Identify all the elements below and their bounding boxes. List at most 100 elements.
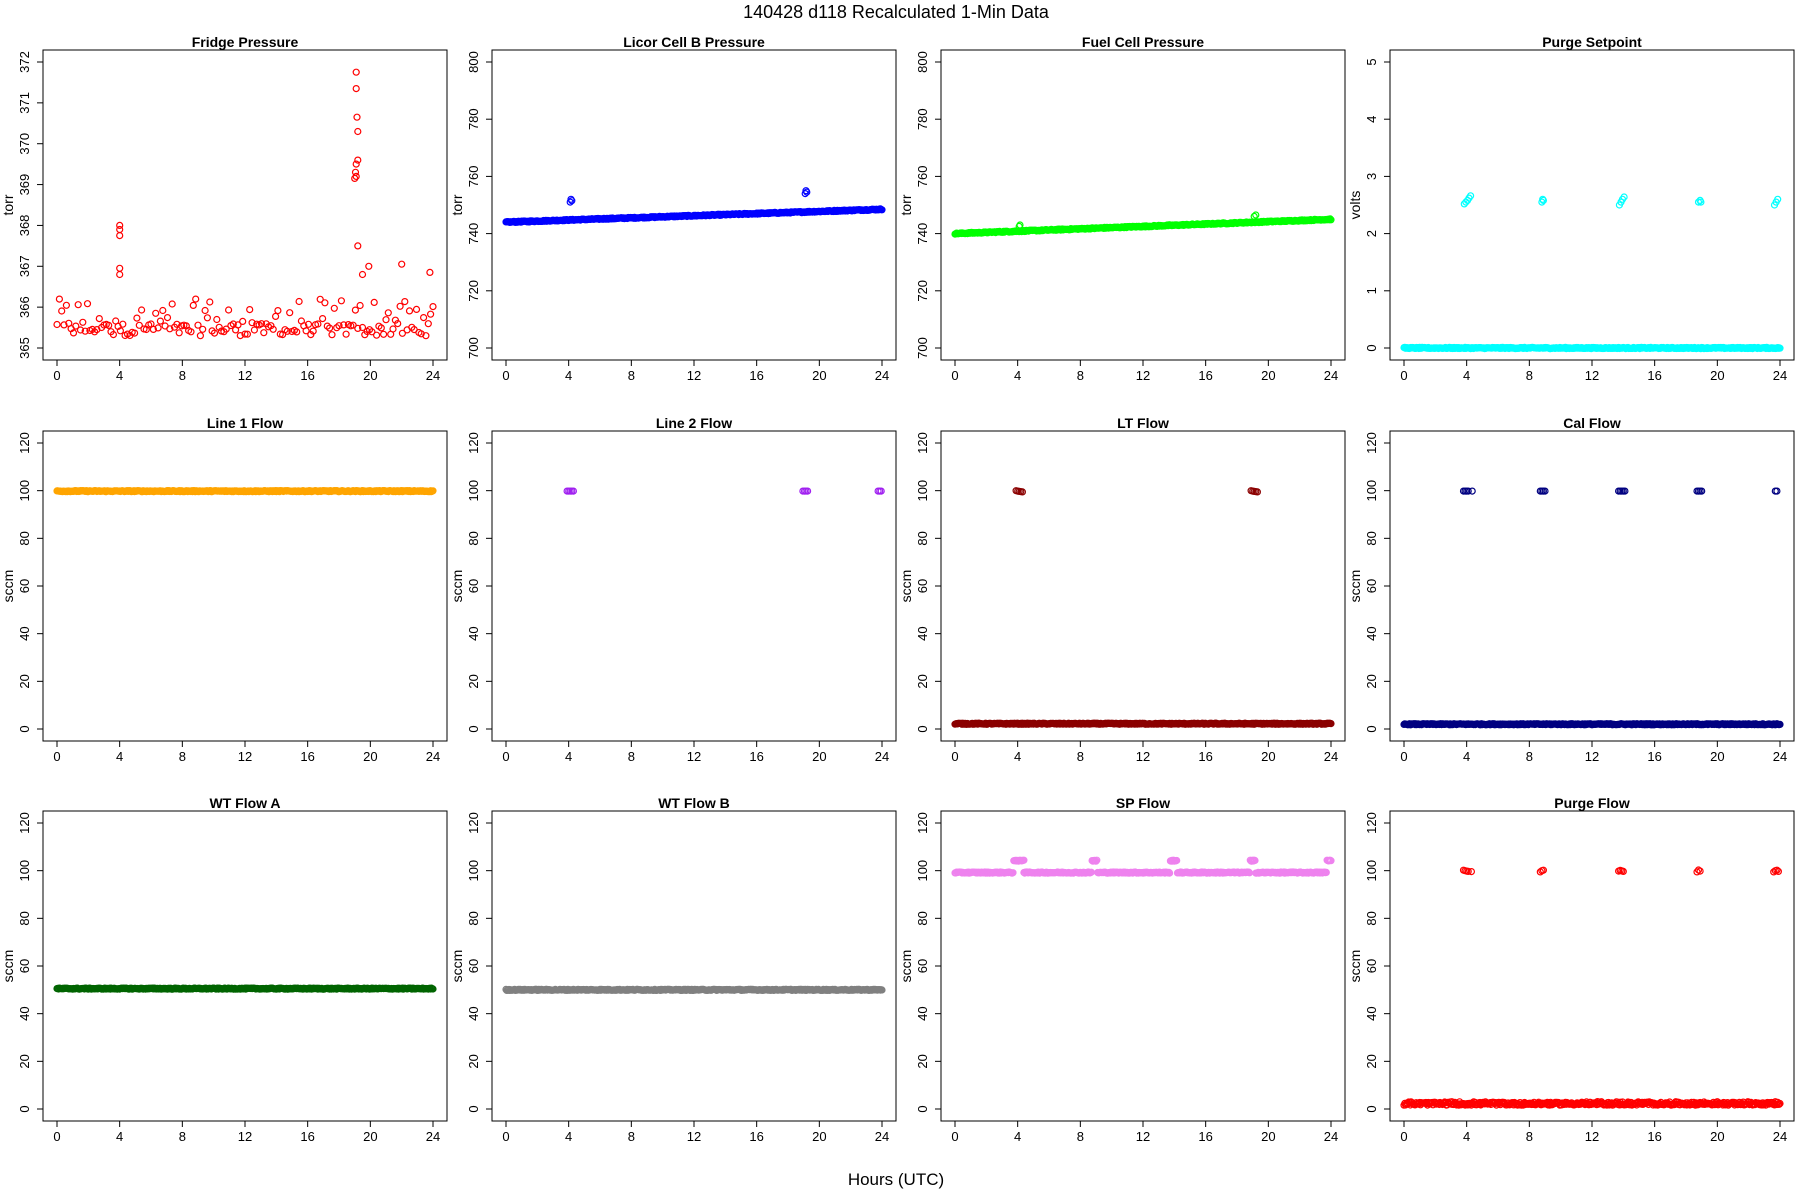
x-tick-label: 12 [1136, 749, 1150, 764]
data-point [352, 68, 360, 76]
data-point [1253, 488, 1262, 496]
data-point [206, 298, 214, 306]
y-tick-label: 20 [915, 674, 930, 688]
y-tick-label: 120 [915, 432, 930, 454]
panel-title: Line 2 Flow [656, 415, 732, 431]
x-tick-label: 24 [1773, 1129, 1787, 1144]
data-point [326, 324, 334, 332]
data-point [236, 332, 244, 340]
data-point [109, 331, 118, 339]
data-point [389, 325, 397, 333]
data-point [349, 321, 357, 329]
data-point [370, 298, 378, 306]
x-tick-label: 0 [53, 1129, 60, 1144]
data-point [1018, 488, 1027, 496]
x-tick-label: 20 [363, 1129, 377, 1144]
data-point [1621, 487, 1629, 495]
x-tick-label: 16 [300, 368, 314, 383]
x-tick-label: 20 [1261, 749, 1275, 764]
x-tick-label: 8 [628, 749, 635, 764]
data-point [1773, 487, 1781, 495]
data-point [803, 188, 811, 196]
y-tick-label: 0 [915, 1105, 930, 1112]
x-tick-label: 4 [1014, 1129, 1021, 1144]
data-point [373, 331, 381, 339]
y-tick-label: 40 [915, 1006, 930, 1020]
y-tick-label: 20 [915, 1054, 930, 1068]
x-tick-label: 12 [238, 368, 252, 383]
data-point [352, 172, 360, 180]
data-point [196, 332, 204, 340]
y-axis-label: volts [1347, 191, 1363, 220]
data-point [396, 302, 404, 310]
x-tick-label: 0 [502, 368, 509, 383]
y-tick-label: 0 [1364, 725, 1379, 732]
data-point [269, 325, 277, 333]
data-point [1251, 856, 1259, 865]
x-tick-label: 4 [565, 749, 572, 764]
plot-frame [940, 49, 1346, 361]
x-tick-label: 4 [1463, 368, 1470, 383]
y-tick-label: 60 [466, 579, 481, 593]
data-point [568, 197, 576, 205]
y-axis-label: sccm [0, 570, 16, 603]
data-point [328, 331, 336, 339]
data-point [382, 316, 390, 324]
y-tick-label: 60 [466, 959, 481, 973]
data-point [81, 327, 89, 335]
data-point [295, 297, 303, 306]
data-point [210, 329, 219, 337]
data-point [116, 327, 125, 335]
data-point [116, 225, 124, 234]
data-points [53, 984, 437, 993]
data-point [74, 301, 82, 309]
x-tick-label: 8 [628, 1129, 635, 1144]
y-axis-label: torr [449, 194, 465, 215]
x-tick-label: 16 [1198, 1129, 1212, 1144]
y-tick-label: 1 [1364, 287, 1379, 294]
y-tick-label: 740 [466, 223, 481, 245]
data-point [260, 329, 268, 337]
data-point [159, 306, 167, 315]
plot-frame [1389, 810, 1795, 1122]
data-point [154, 324, 162, 332]
data-point [424, 320, 432, 328]
data-point [429, 487, 437, 495]
data-point [173, 320, 181, 328]
x-tick-label: 20 [1261, 368, 1275, 383]
x-tick-label: 0 [502, 749, 509, 764]
data-point [427, 310, 435, 318]
x-tick-label: 0 [53, 749, 60, 764]
data-point [138, 306, 146, 314]
y-tick-label: 0 [17, 725, 32, 732]
y-tick-label: 0 [915, 725, 930, 732]
x-tick-label: 0 [1400, 368, 1407, 383]
data-point [1326, 215, 1334, 223]
data-point [354, 324, 362, 332]
x-tick-label: 20 [812, 368, 826, 383]
y-tick-label: 80 [915, 531, 930, 545]
data-point [358, 270, 367, 279]
x-tick-label: 12 [238, 749, 252, 764]
y-tick-label: 40 [17, 1006, 32, 1020]
data-point [257, 320, 266, 328]
data-point [149, 325, 157, 333]
y-tick-label: 40 [466, 626, 481, 640]
data-point [90, 328, 99, 336]
data-point [342, 330, 350, 338]
x-tick-label: 16 [749, 749, 763, 764]
data-point [352, 160, 360, 168]
x-tick-label: 4 [1014, 368, 1021, 383]
y-tick-label: 120 [1364, 812, 1379, 834]
panel-title: Purge Flow [1554, 795, 1630, 811]
x-tick-label: 20 [812, 749, 826, 764]
data-point [1539, 196, 1548, 204]
y-axis-label: sccm [449, 570, 465, 603]
x-tick-label: 0 [1400, 1129, 1407, 1144]
y-tick-label: 0 [466, 725, 481, 732]
data-point [429, 303, 437, 311]
